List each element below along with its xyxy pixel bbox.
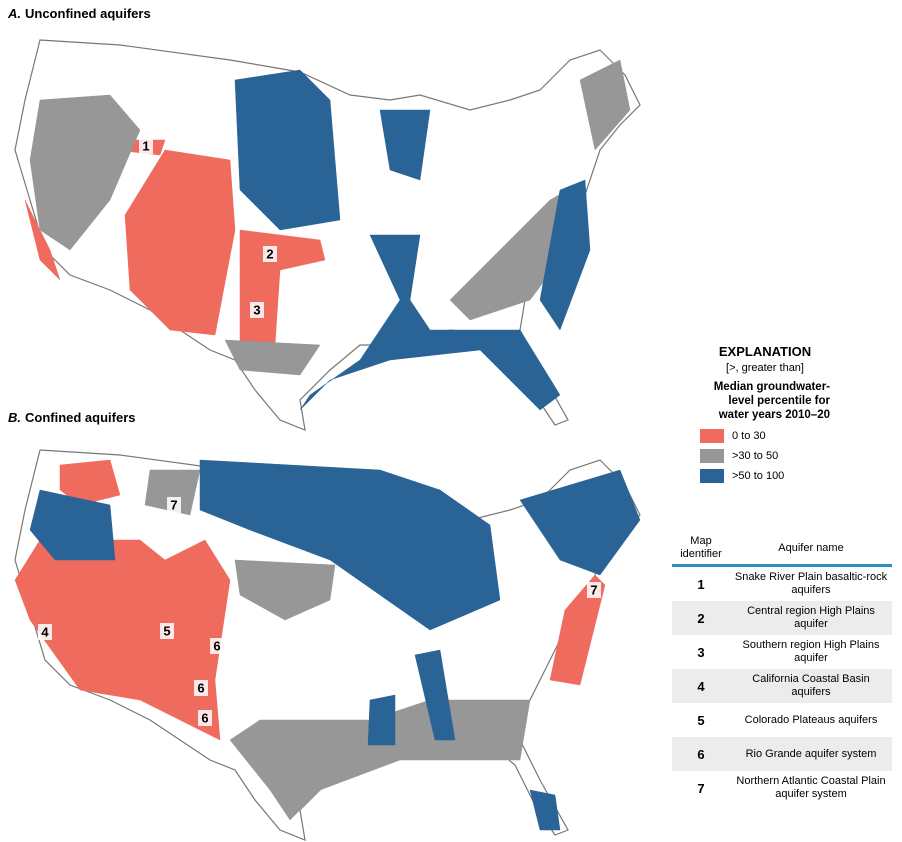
aquifer-area <box>29 489 116 561</box>
label-box <box>167 497 181 513</box>
aquifer-area <box>59 459 121 506</box>
label-box <box>210 638 224 654</box>
table-row: 5 Colorado Plateaus aquifers <box>672 703 892 737</box>
aquifer-area <box>229 699 531 821</box>
aquifer-area <box>199 459 501 631</box>
map-identifier: 2 <box>672 601 730 635</box>
aquifer-area <box>29 94 141 251</box>
aquifer-area <box>529 789 561 831</box>
label-box <box>250 302 264 318</box>
label-box <box>198 710 212 726</box>
label-box <box>38 624 52 640</box>
legend-label: 0 to 30 <box>732 430 766 442</box>
table-row: 1 Snake River Plain basaltic-rock aquifer… <box>672 566 892 602</box>
legend-swatch <box>700 469 724 483</box>
legend-items: 0 to 30 >30 to 50 >50 to 100 <box>700 426 830 486</box>
map-identifier: 7 <box>697 780 705 796</box>
aquifer-area <box>144 469 201 516</box>
legend-label: >30 to 50 <box>732 450 779 462</box>
legend-note: [>, greater than] <box>726 362 804 374</box>
aquifer-area <box>14 539 231 741</box>
legend-label: >50 to 100 <box>732 470 785 482</box>
label-box <box>263 246 277 262</box>
column-header: Aquifer name <box>730 532 892 567</box>
map-identifier: 5 <box>697 712 705 728</box>
aquifer-table: Map identifier Aquifer name 1 Snake River P… <box>672 532 892 805</box>
aquifer-area <box>367 694 396 746</box>
map-identifier: 6 <box>213 638 220 653</box>
map-identifier: 1 <box>697 576 705 592</box>
aquifer-area <box>549 574 606 686</box>
legend-item: >30 to 50 <box>700 446 830 466</box>
panel-title: B. Confined aquifers <box>8 410 136 425</box>
legend-swatch <box>700 449 724 463</box>
panel-title: A. Unconfined aquifers <box>8 6 151 21</box>
table-row: 3 Southern region High Plains aquifer <box>672 635 892 669</box>
map-identifier: 5 <box>163 623 170 638</box>
aquifer-area <box>579 59 631 151</box>
label-box <box>194 680 208 696</box>
aquifer-area <box>299 234 561 411</box>
maps: 1 2 3 4 5 6 6 6 7 7 <box>14 39 641 841</box>
map-panel: 4 5 6 6 6 7 7 <box>14 449 641 841</box>
map-identifier: 3 <box>697 644 705 660</box>
map-identifier: 7 <box>170 497 177 512</box>
map-identifier: 2 <box>266 246 273 261</box>
label-box <box>587 582 601 598</box>
panel-letter: A. <box>8 6 21 21</box>
table-row: 4 California Coastal Basin aquifers <box>672 669 892 703</box>
aquifer-name: Colorado Plateaus aquifers <box>744 713 878 726</box>
map-identifier: 1 <box>142 138 149 153</box>
legend-item: 0 to 30 <box>700 426 830 446</box>
aquifer-name: California Coastal Basin aquifers <box>730 669 892 703</box>
map-identifier: 6 <box>672 737 730 771</box>
aquifer-area <box>234 559 336 621</box>
legend: EXPLANATION [>, greater than] Median gro… <box>700 344 830 486</box>
aquifer-name: Snake River Plain basaltic-rock aquifers <box>734 571 888 596</box>
panel-letter: B. <box>8 410 21 425</box>
column-header: Map identifier <box>672 532 730 567</box>
legend-title: EXPLANATION <box>718 344 812 359</box>
label-box <box>139 138 153 154</box>
aquifer-name: Southern region High Plains aquifer <box>742 639 880 664</box>
panel-name: Confined aquifers <box>25 410 136 425</box>
label-box <box>160 623 174 639</box>
legend-item: >50 to 100 <box>700 466 830 486</box>
map-panel: 1 2 3 <box>14 39 641 431</box>
aquifer-area <box>539 179 591 331</box>
table-row: 7 Northern Atlantic Coastal Plain aquifer… <box>672 771 892 805</box>
aquifer-name: Rio Grande aquifer system <box>730 737 892 771</box>
map-identifier: 4 <box>41 624 49 639</box>
legend-heading: Median groundwater-level percentile for … <box>713 381 830 421</box>
aquifer-area <box>414 649 456 741</box>
legend-swatch <box>700 429 724 443</box>
map-identifier: 7 <box>590 582 597 597</box>
aquifer-name: Central region High Plains aquifer <box>730 601 892 635</box>
map-identifier: 4 <box>672 669 730 703</box>
aquifer-area <box>519 469 641 576</box>
aquifer-area <box>224 339 321 376</box>
aquifer-name: Northern Atlantic Coastal Plain aquifer … <box>736 775 886 800</box>
aquifer-area <box>379 109 431 181</box>
aquifer-area <box>124 149 236 336</box>
table-row: 2 Central region High Plains aquifer <box>672 601 892 635</box>
panel-name: Unconfined aquifers <box>25 6 151 21</box>
map-identifier: 6 <box>197 680 204 695</box>
table-row: 6 Rio Grande aquifer system <box>672 737 892 771</box>
map-identifier: 3 <box>253 302 260 317</box>
map-identifier: 6 <box>201 710 208 725</box>
aquifer-area <box>234 69 341 231</box>
aquifer-area <box>24 199 61 281</box>
